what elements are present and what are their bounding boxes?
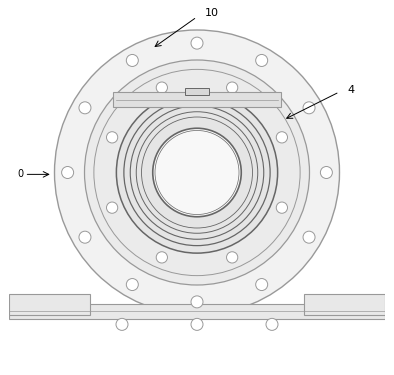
Circle shape (191, 296, 203, 308)
Text: 10: 10 (204, 8, 219, 18)
Circle shape (256, 279, 268, 291)
Bar (9, 294, 90, 315)
Circle shape (106, 202, 118, 213)
Circle shape (303, 102, 315, 114)
Circle shape (116, 92, 278, 253)
Bar (9, 304, 385, 319)
Circle shape (276, 132, 288, 143)
Circle shape (191, 318, 203, 330)
Circle shape (266, 318, 278, 330)
Bar (185, 88, 209, 94)
Bar (304, 294, 385, 315)
Circle shape (156, 82, 167, 93)
Circle shape (79, 231, 91, 243)
Circle shape (153, 128, 241, 217)
Circle shape (256, 54, 268, 66)
Circle shape (126, 54, 138, 66)
Circle shape (54, 30, 340, 315)
Bar (113, 92, 281, 107)
Circle shape (61, 166, 74, 178)
Text: 0: 0 (17, 170, 23, 179)
Circle shape (84, 60, 310, 285)
Circle shape (227, 82, 238, 93)
Circle shape (227, 252, 238, 263)
Circle shape (116, 318, 128, 330)
Text: 4: 4 (347, 85, 354, 95)
Circle shape (276, 202, 288, 213)
Circle shape (191, 37, 203, 49)
Circle shape (320, 166, 333, 178)
Circle shape (126, 279, 138, 291)
Circle shape (303, 231, 315, 243)
Circle shape (79, 102, 91, 114)
Circle shape (106, 132, 118, 143)
Circle shape (156, 252, 167, 263)
